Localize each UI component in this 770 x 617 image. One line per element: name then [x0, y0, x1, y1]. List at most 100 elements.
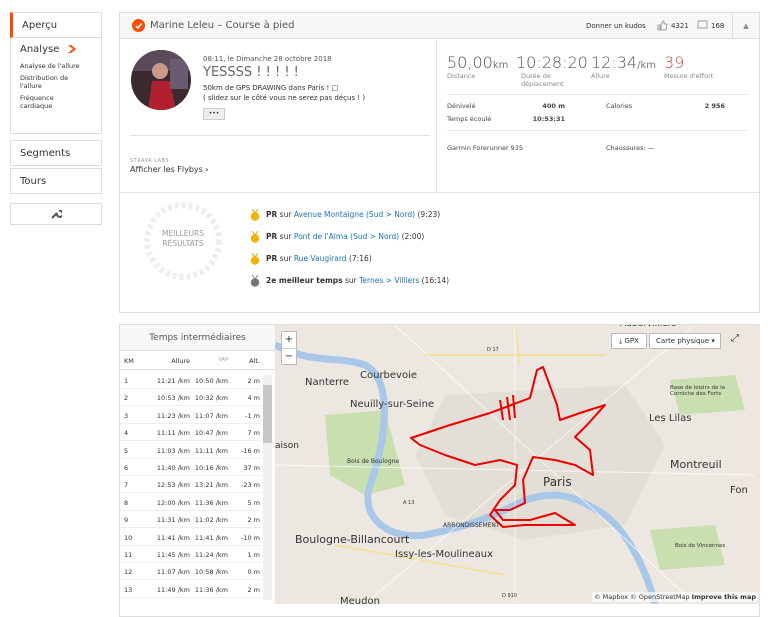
attribution-text: © Mapbox © OpenStreetMap — [594, 593, 690, 601]
split-cell: 7 — [124, 481, 129, 490]
split-row: 5 11:03 /km 11:11 /km -16 m — [120, 442, 262, 459]
nav-segments[interactable]: Segments — [10, 140, 102, 166]
split-cell: 11:49 /km — [156, 585, 190, 594]
sport-icon — [132, 19, 145, 32]
improve-link[interactable]: Improve this map — [691, 593, 756, 601]
divider — [436, 40, 437, 192]
segment-link[interactable]: Avenue Montaigne (Sud > Nord) — [293, 210, 416, 219]
zoom-out[interactable]: − — [282, 348, 296, 365]
split-row: 3 11:23 /km 11:07 /km -1 m — [120, 407, 262, 424]
achievement-type: PR — [266, 210, 278, 219]
splits-header: KM Allure VAP Alt. — [120, 352, 275, 370]
map-label: Base de loisirs de la Corniche des Forts — [670, 385, 725, 397]
scroll-thumb[interactable] — [263, 385, 272, 443]
achievement-text: sur — [279, 232, 292, 241]
map-label: Issy-les-Moulineaux — [395, 549, 493, 560]
map-style-select[interactable]: Carte physique ▾ — [649, 333, 721, 349]
zoom-control: + − — [281, 331, 297, 365]
split-cell: 13 — [124, 585, 133, 594]
split-cell: 11:41 /km — [156, 533, 190, 542]
stat: 10:28:20 Durée de déplacement — [516, 53, 588, 88]
kudos-button[interactable]: Donner un kudos — [586, 22, 646, 30]
achievement: PR sur Avenue Montaigne (Sud > Nord) (9:… — [250, 208, 440, 221]
collapse-button[interactable]: ▲ — [732, 13, 759, 39]
map-label: D 910 — [502, 593, 517, 599]
split-cell: 9 — [124, 516, 129, 525]
achievement-text: sur — [344, 276, 357, 285]
map[interactable]: +− ⤓ GPX Carte physique ▾ ⤢ Aubervillier… — [275, 325, 760, 604]
split-row: 11 11:45 /km 11:24 /km 1 m — [120, 546, 262, 563]
device: Garmin Forerunner 935 — [447, 144, 524, 152]
medal-icon — [250, 230, 260, 243]
split-cell: 11:41 /km — [194, 533, 228, 542]
split-cell: 3 — [124, 411, 129, 420]
map-label: Les Lilas — [649, 413, 692, 424]
map-label: Bois de Boulogne — [347, 458, 400, 465]
kudos-count[interactable]: 4321 — [671, 22, 689, 30]
thumb-icon — [657, 20, 668, 31]
split-row: 1 11:21 /km 10:50 /km 2 m — [120, 372, 262, 389]
map-label: A 13 — [403, 500, 415, 506]
activity-header: Marine Leleu – Course à pied Donner un k… — [120, 13, 759, 39]
split-row: 2 10:53 /km 10:32 /km 4 m — [120, 389, 262, 407]
nav-sub[interactable]: Distribution de l'allure — [20, 74, 69, 90]
split-cell: 11:23 /km — [156, 411, 190, 420]
nav-sub[interactable]: Fréquence cardiaque — [20, 94, 54, 110]
split-cell: -23 m — [240, 481, 260, 490]
map-label: Courbevoie — [360, 370, 418, 381]
stat-label: Allure — [591, 72, 610, 80]
attribution: © Mapbox © OpenStreetMap Improve this ma… — [592, 592, 758, 602]
split-cell: 10:53 /km — [156, 394, 190, 403]
badge-laurel — [144, 202, 222, 280]
stat-value: 39 — [664, 53, 685, 72]
divider — [120, 192, 759, 193]
zoom-in[interactable]: + — [284, 334, 294, 345]
badge-line: RÉSULTATS — [162, 239, 204, 248]
detail-label: Temps écoulé — [447, 115, 492, 123]
map-base — [275, 325, 760, 604]
description: ( slidez sur le côté vous ne serez pas d… — [203, 94, 366, 102]
split-cell: 37 m — [243, 464, 260, 472]
comment-icon — [697, 20, 708, 29]
split-row: 6 11:40 /km 10:16 /km 37 m — [120, 459, 262, 476]
nav-laps[interactable]: Tours — [10, 168, 102, 194]
detail-value: 2 956 — [704, 102, 725, 110]
segment-link[interactable]: Rue Vaugirard — [293, 254, 347, 263]
map-label: Meudon — [340, 596, 380, 604]
wrench-icon — [51, 209, 64, 219]
split-cell: 11:07 /km — [194, 411, 228, 420]
comment-count[interactable]: 168 — [711, 22, 725, 30]
more-button[interactable]: ••• — [203, 108, 225, 120]
gpx-button[interactable]: ⤓ GPX — [611, 333, 647, 349]
column-header: Alt. — [249, 357, 260, 365]
segment-link[interactable]: Ternes > Villiers — [359, 276, 420, 285]
split-row: 12 11:07 /km 10:58 /km 0 m — [120, 563, 262, 581]
nav-analysis[interactable]: Analyse Analyse de l'allure Distribution… — [10, 38, 102, 134]
avatar — [131, 50, 191, 110]
segment-link[interactable]: Pont de l'Alma (Sud > Nord) — [293, 232, 400, 241]
divider — [447, 94, 747, 95]
split-cell: 2 m — [247, 516, 260, 525]
nav-overview[interactable]: Aperçu — [10, 12, 102, 38]
split-cell: 2 m — [247, 585, 260, 594]
split-cell: 11:31 /km — [156, 516, 190, 525]
nav-label: Analyse — [20, 44, 60, 55]
stat-label: Distance — [447, 72, 476, 80]
split-cell: 10 — [124, 533, 133, 542]
activity-panel: Marine Leleu – Course à pied Donner un k… — [119, 12, 760, 313]
settings-button[interactable] — [10, 203, 102, 225]
split-cell: 11:11 /km — [156, 429, 190, 438]
nav-sub[interactable]: Analyse de l'allure — [20, 62, 80, 70]
achievement: PR sur Pont de l'Alma (Sud > Nord) (2:00… — [250, 230, 424, 243]
split-cell: 2 — [124, 394, 129, 403]
scrollbar[interactable] — [263, 375, 272, 600]
split-cell: 5 — [124, 446, 129, 455]
split-cell: 5 m — [247, 498, 260, 507]
split-row: 10 11:41 /km 11:41 /km -10 m — [120, 529, 262, 546]
map-label: Paris — [543, 475, 572, 489]
flybys-link[interactable]: Afficher les Flybys › — [130, 165, 209, 174]
split-cell: 7 m — [247, 429, 260, 438]
detail-value: 400 m — [542, 102, 565, 110]
stat-value: 12:34 — [591, 53, 638, 72]
fullscreen-button[interactable]: ⤢ — [731, 333, 739, 344]
